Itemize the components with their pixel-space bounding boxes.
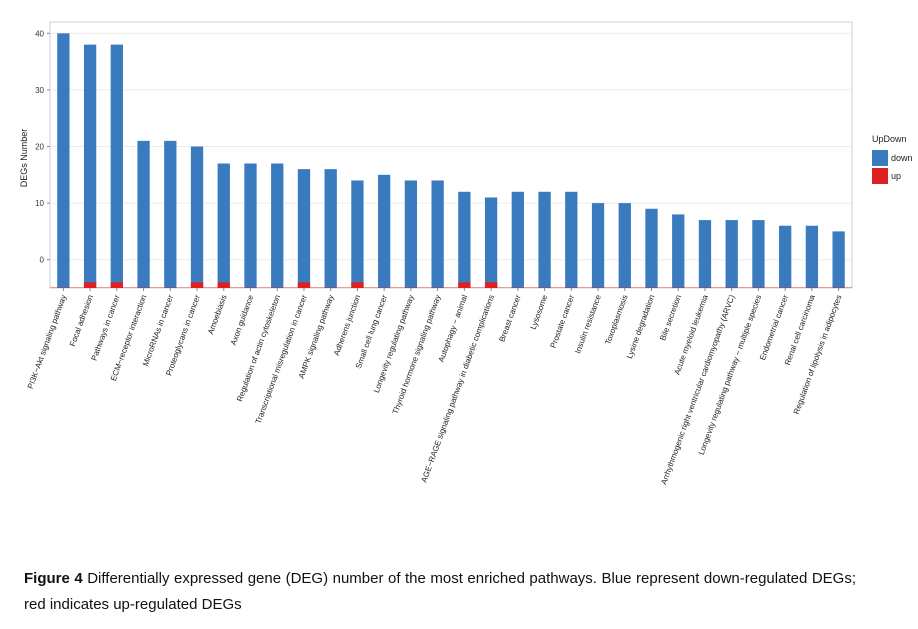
x-tick-label-2: Pathways in cancer <box>90 293 122 362</box>
x-tick-label-7: Axon guidance <box>229 293 256 346</box>
bar-down-14 <box>431 180 444 288</box>
bar-down-25 <box>725 220 738 288</box>
grid-lines <box>50 32 852 261</box>
bar-down-15 <box>458 191 471 288</box>
bar-up-5 <box>190 282 204 288</box>
x-tick-label-23: Bile secretion <box>658 294 683 342</box>
x-tick-label-21: Toxoplasmosis <box>603 294 629 346</box>
bar-down-23 <box>672 214 685 288</box>
bar-down-4 <box>164 140 177 288</box>
bar-down-24 <box>698 220 712 288</box>
bar-down-29 <box>832 231 845 288</box>
bar-down-18 <box>538 191 551 288</box>
y-tick-label-30: 30 <box>35 86 44 95</box>
y-axis-title: DEGs Number <box>19 129 29 188</box>
bar-down-20 <box>591 203 605 288</box>
bars <box>50 33 852 288</box>
y-axis-ticks: 0 10 20 30 40 <box>35 29 50 265</box>
bar-down-5 <box>190 146 204 288</box>
bar-down-19 <box>565 191 578 288</box>
bar-down-12 <box>378 174 391 288</box>
bar-down-3 <box>137 140 150 288</box>
bar-down-13 <box>404 180 418 288</box>
x-tick-label-0: PI3K−Akt signaling pathway <box>26 294 68 390</box>
y-tick-label-20: 20 <box>35 143 44 152</box>
x-tick-label-17: Breast cancer <box>497 293 522 343</box>
x-tick-label-6: Amoebiasis <box>206 294 229 336</box>
legend-label-down: down <box>891 153 913 163</box>
caption-text: Differentially expressed gene (DEG) numb… <box>24 570 856 613</box>
x-tick-label-29: Regulation of lipolysis in adipocytes <box>792 294 844 416</box>
y-tick-label-40: 40 <box>35 29 44 38</box>
bar-down-28 <box>805 225 819 288</box>
x-axis-ticks: PI3K−Akt signaling pathway Focal adhesion… <box>26 288 844 486</box>
x-tick-label-18: Lysosome <box>529 293 550 331</box>
y-tick-label-10: 10 <box>35 199 44 208</box>
bar-up-11 <box>351 282 364 288</box>
bar-up-6 <box>217 282 230 288</box>
bar-down-7 <box>244 163 257 288</box>
x-tick-label-14: Thyroid hormone signaling pathway <box>391 294 443 416</box>
bar-down-22 <box>645 208 658 288</box>
bar-down-27 <box>779 225 792 288</box>
bar-down-2 <box>110 44 123 288</box>
legend-swatch-up <box>872 168 888 184</box>
bar-down-8 <box>271 163 284 288</box>
x-tick-label-22: Lysine degradation <box>625 294 656 360</box>
deg-bar-chart: 0 10 20 30 40 PI3K−Akt signaling pathway Foca… <box>19 21 913 486</box>
bar-down-0 <box>57 33 70 288</box>
bar-up-15 <box>458 282 471 288</box>
legend: UpDown down up <box>872 134 913 184</box>
bar-up-9 <box>297 282 311 288</box>
bar-down-16 <box>484 197 498 288</box>
bar-down-9 <box>297 169 311 288</box>
plot-panel <box>49 21 853 289</box>
bar-down-11 <box>351 180 364 288</box>
x-tick-label-15: Autophagy − animal <box>437 293 470 363</box>
bar-down-17 <box>511 191 524 288</box>
bar-down-1 <box>83 44 97 288</box>
x-tick-label-1: Focal adhesion <box>68 294 95 348</box>
figure-label: Figure 4 <box>24 570 83 587</box>
bar-up-2 <box>110 282 123 288</box>
bar-down-21 <box>618 203 631 288</box>
bar-down-6 <box>217 163 230 288</box>
bar-up-16 <box>484 282 498 288</box>
bar-up-1 <box>83 282 97 288</box>
bar-down-26 <box>752 220 765 288</box>
bar-down-10 <box>324 169 337 288</box>
x-tick-label-20: Insulin resistance <box>573 293 603 355</box>
legend-label-up: up <box>891 171 901 181</box>
x-tick-label-11: Adherens junction <box>332 294 362 357</box>
x-tick-label-27: Endometrial cancer <box>758 293 790 361</box>
figure-caption: Figure 4 Differentially expressed gene (… <box>24 566 856 618</box>
x-tick-label-9: Transcriptional misregulation in cancer <box>254 293 309 425</box>
y-tick-label-0: 0 <box>40 256 45 265</box>
legend-swatch-down <box>872 150 888 166</box>
x-tick-label-19: Prostate cancer <box>549 293 577 349</box>
legend-title: UpDown <box>872 134 907 144</box>
